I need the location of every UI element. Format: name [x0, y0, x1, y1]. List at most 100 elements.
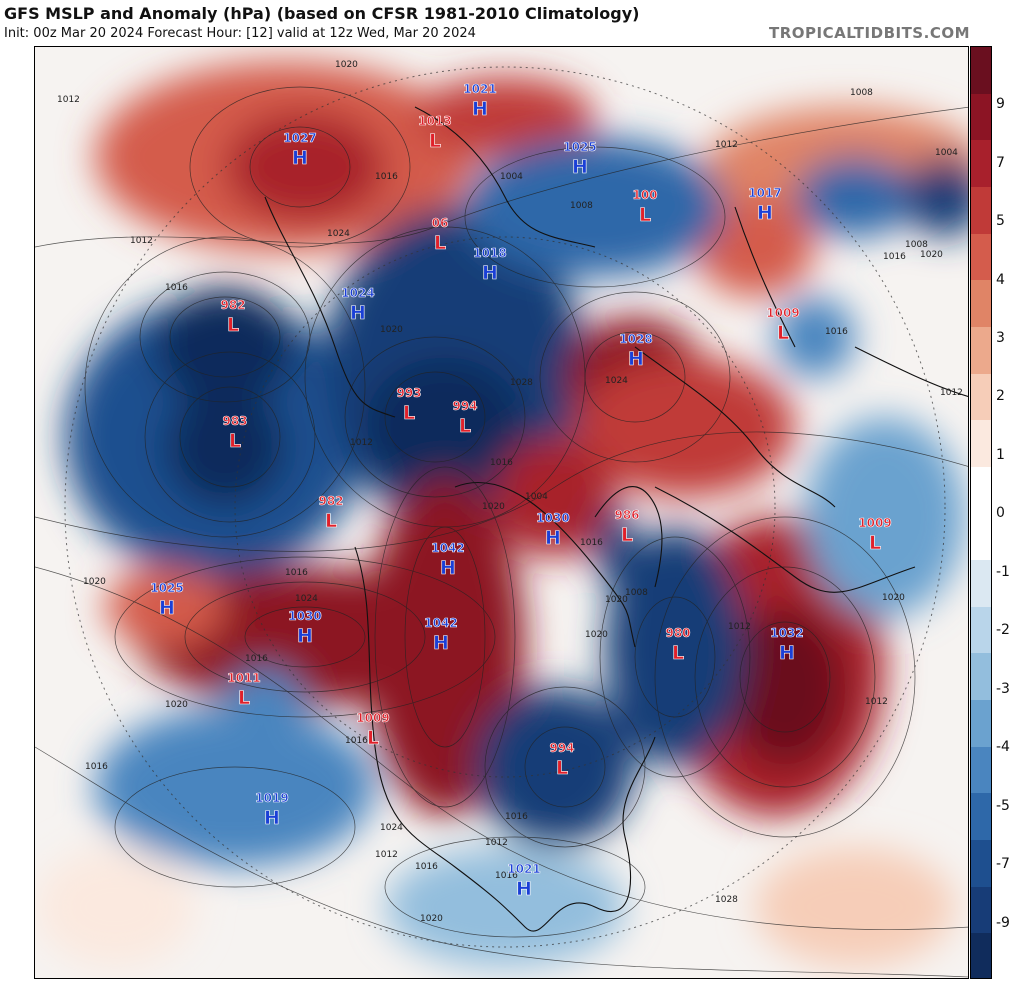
- pressure-type-letter: H: [545, 527, 561, 549]
- isobar-value-label: 1016: [85, 762, 108, 772]
- pressure-type-letter: H: [472, 98, 488, 120]
- pressure-value: 1017: [748, 186, 781, 200]
- isobar-value-label: 1020: [335, 60, 358, 70]
- high-pressure-center: 1032 H: [770, 626, 804, 665]
- colorbar-tick-label: -5: [996, 798, 1010, 814]
- isobar-value-label: 1016: [580, 538, 603, 548]
- pressure-value: 982: [220, 298, 245, 312]
- isobar-value-label: 1028: [510, 378, 533, 388]
- pressure-value: 1025: [563, 140, 596, 154]
- pressure-value: 1009: [356, 711, 389, 725]
- pressure-type-letter: H: [757, 202, 773, 224]
- colorbar-tick-label: -4: [996, 739, 1010, 755]
- low-pressure-center: 06 L: [431, 216, 448, 255]
- isobar-value-label: 1016: [375, 172, 398, 182]
- isobar-contours: [35, 86, 968, 978]
- pressure-type-letter: H: [628, 348, 644, 370]
- colorbar-segment: [971, 233, 991, 281]
- isobar-value-label: 1012: [940, 388, 963, 398]
- isobar-value-label: 1004: [935, 148, 958, 158]
- pressure-type-letter: L: [229, 430, 241, 452]
- isobar-value-label: 1012: [485, 838, 508, 848]
- latitude-circles: [64, 66, 946, 948]
- high-pressure-center: 1027 H: [283, 131, 317, 170]
- high-pressure-center: 1025 H: [563, 140, 597, 179]
- high-pressure-center: 1024 H: [341, 286, 375, 325]
- isobar-value-label: 1004: [525, 492, 548, 502]
- pressure-type-letter: L: [621, 524, 633, 546]
- pressure-type-letter: L: [434, 232, 446, 254]
- isobar-value-label: 1008: [570, 201, 593, 211]
- pressure-type-letter: H: [297, 625, 313, 647]
- pressure-systems: 1027 H 1013 L 1021 H 1025 H 1017 H 100 L 06 L 1018 H 982…: [150, 82, 892, 901]
- isobar-value-label: 1012: [57, 95, 80, 105]
- colorbar-segment: [971, 606, 991, 654]
- high-pressure-center: 1030 H: [536, 511, 570, 550]
- low-pressure-center: 994 L: [452, 399, 478, 438]
- pressure-type-letter: L: [459, 415, 471, 437]
- isobar-value-label: 1012: [715, 140, 738, 150]
- colorbar-segment: [971, 420, 991, 468]
- isobar-value-label: 1028: [715, 895, 738, 905]
- pressure-type-letter: H: [572, 156, 588, 178]
- isobar-value-label: 1024: [327, 229, 350, 239]
- pressure-value: 1011: [227, 671, 260, 685]
- isobar-value-label: 1012: [865, 697, 888, 707]
- pressure-type-letter: L: [429, 130, 441, 152]
- pressure-type-letter: H: [264, 807, 280, 829]
- low-pressure-center: 1009 L: [766, 306, 800, 345]
- pressure-value: 100: [632, 188, 657, 202]
- pressure-type-letter: H: [779, 642, 795, 664]
- isobar-value-label: 1020: [920, 250, 943, 260]
- colorbar-tick-label: -3: [996, 681, 1010, 697]
- colorbar-segment: [971, 886, 991, 934]
- colorbar-tick-label: -9: [996, 915, 1010, 931]
- isobar-value-label: 1016: [490, 458, 513, 468]
- pressure-type-letter: H: [433, 632, 449, 654]
- isobar-value-label: 1008: [850, 88, 873, 98]
- pressure-value: 1019: [255, 791, 288, 805]
- isobar-value-label: 1020: [585, 630, 608, 640]
- colorbar-segment: [971, 513, 991, 561]
- high-pressure-center: 1028 H: [619, 332, 653, 371]
- low-pressure-center: 982 L: [220, 298, 246, 337]
- colorbar-segment: [971, 47, 991, 95]
- colorbar-tick-label: 7: [996, 155, 1005, 171]
- pressure-value: 1021: [463, 82, 496, 96]
- pressure-value: 1042: [431, 541, 464, 555]
- isobar-value-label: 1024: [295, 594, 318, 604]
- pressure-value: 1028: [619, 332, 652, 346]
- colorbar-segment: [971, 280, 991, 328]
- map-title: GFS MSLP and Anomaly (hPa) (based on CFS…: [4, 4, 640, 23]
- pressure-type-letter: L: [672, 642, 684, 664]
- low-pressure-center: 1009 L: [356, 711, 390, 750]
- colorbar-segment: [971, 93, 991, 141]
- isobar-value-label: 1016: [165, 283, 188, 293]
- colorbar-tick-label: -7: [996, 856, 1010, 872]
- brand-watermark: TROPICALTIDBITS.COM: [769, 24, 970, 42]
- isobar-value-label: 1016: [415, 862, 438, 872]
- low-pressure-center: 1011 L: [227, 671, 261, 710]
- low-pressure-center: 986 L: [614, 508, 640, 547]
- isobar-value-label: 1020: [605, 595, 628, 605]
- high-pressure-center: 1021 H: [507, 862, 541, 901]
- pressure-value: 1013: [418, 114, 451, 128]
- colorbar-tick-label: -1: [996, 564, 1010, 580]
- colorbar-tick-label: 5: [996, 213, 1005, 229]
- pressure-type-letter: L: [639, 204, 651, 226]
- low-pressure-center: 994 L: [549, 741, 575, 780]
- colorbar-tick-label: 1: [996, 447, 1005, 463]
- isobar-value-label: 1016: [345, 736, 368, 746]
- pressure-type-letter: L: [869, 532, 881, 554]
- pressure-value: 982: [318, 494, 343, 508]
- pressure-value: 1009: [766, 306, 799, 320]
- high-pressure-center: 1025 H: [150, 581, 184, 620]
- high-pressure-center: 1042 H: [424, 616, 458, 655]
- pressure-type-letter: H: [159, 597, 175, 619]
- pressure-type-letter: H: [516, 878, 532, 900]
- isobar-value-label: 1020: [380, 325, 403, 335]
- colorbar-tick-label: 4: [996, 272, 1005, 288]
- colorbar-segment: [971, 840, 991, 888]
- isobar-value-label: 1020: [420, 914, 443, 924]
- isobar-labels: 1012 1020 1016 1008 1012 1016 1020 1024 1004 1008…: [57, 60, 963, 924]
